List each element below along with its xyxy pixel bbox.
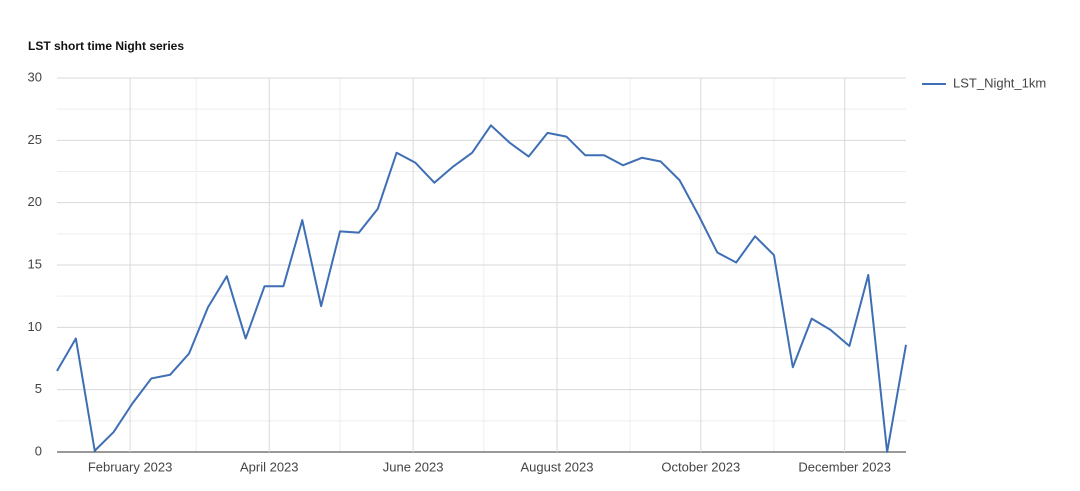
y-tick-label: 0 [35,443,42,458]
chart-title: LST short time Night series [28,39,184,53]
y-tick-label: 15 [28,256,42,271]
x-tick-label: April 2023 [240,459,299,474]
y-tick-label: 30 [28,69,42,84]
x-tick-label: December 2023 [798,459,891,474]
y-tick-label: 20 [28,194,42,209]
legend-label: LST_Night_1km [953,75,1046,90]
data-line [56,124,907,453]
x-tick-label: February 2023 [88,459,173,474]
y-tick-label: 25 [28,132,42,147]
y-tick-label: 5 [35,381,42,396]
y-tick-label: 10 [28,319,42,334]
x-tick-label: June 2023 [383,459,444,474]
x-tick-label: October 2023 [661,459,740,474]
x-tick-label: August 2023 [520,459,593,474]
